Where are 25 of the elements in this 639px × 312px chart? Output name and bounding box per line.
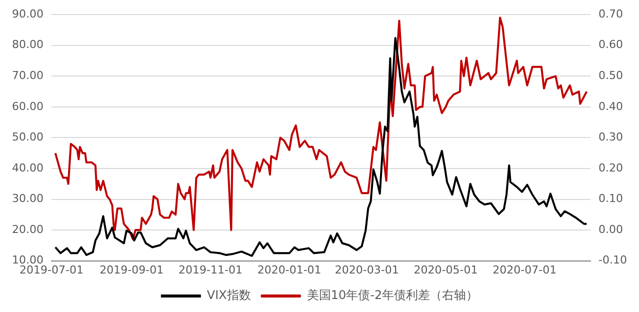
y2-tick-label: 0.00 [598,222,624,236]
y2-tick-label: 0.50 [598,69,624,82]
y2-tick-label: 0.30 [598,130,624,144]
x-tick-label: 2019-09-01 [100,263,164,276]
y2-tick-label: 0.20 [598,161,624,174]
y-tick-label: 80.00 [12,38,44,52]
y2-tick-label: 0.60 [598,38,624,52]
y2-tick-label: -0.10 [598,254,628,267]
y2-tick-label: 0.40 [598,100,624,113]
y-tick-label: 70.00 [12,69,44,82]
x-tick-label: 2020-05-01 [414,263,478,276]
y2-tick-label: 0.70 [598,7,624,20]
y-tick-label: 40.00 [12,161,44,174]
y2-tick-label: 0.10 [598,192,624,206]
x-tick-label: 2019-11-01 [178,263,242,276]
y-tick-label: 30.00 [12,192,44,206]
y-tick-label: 20.00 [12,222,44,236]
y-tick-label: 90.00 [12,7,44,20]
y-tick-label: 50.00 [12,130,44,144]
x-tick-label: 2020-03-01 [334,263,399,276]
legend-label: VIX指数 [206,288,251,302]
x-tick-label: 2020-01-01 [257,263,322,276]
legend-label: 美国10年债-2年债利差（右轴） [306,288,478,302]
y-tick-label: 60.00 [12,100,44,113]
x-tick-label: 2020-07-01 [492,263,557,276]
